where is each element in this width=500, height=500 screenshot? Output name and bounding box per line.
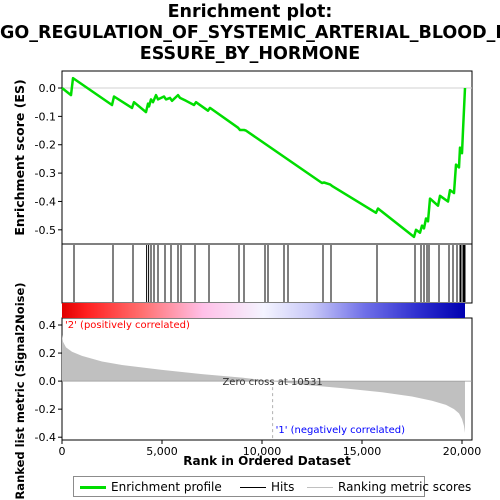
legend-es-swatch (80, 486, 106, 489)
es-axis-label: Enrichment score (ES) (12, 79, 27, 235)
metric-y-tick-label: 0.2 (39, 347, 57, 360)
title-line-1: Enrichment plot: (167, 2, 333, 22)
es-panel (61, 70, 473, 245)
ranking-metric-area (62, 334, 465, 433)
legend-hits-label: Hits (271, 480, 295, 494)
positive-correlation-label: '2' (positively correlated) (65, 320, 190, 331)
metric-y-tick-label: -0.2 (35, 403, 56, 416)
legend: Enrichment profile Hits Ranking metric s… (73, 476, 471, 497)
es-y-tick-label: -0.2 (35, 139, 56, 152)
hits-panel (61, 243, 473, 304)
legend-metric-swatch (307, 487, 333, 488)
es-y-tick-label: -0.1 (35, 110, 56, 123)
chart-title: Enrichment plot: GO_REGULATION_OF_SYSTEM… (0, 2, 500, 65)
x-tick-label: 10,000 (243, 445, 282, 458)
legend-metric-label: Ranking metric scores (338, 480, 472, 494)
x-tick-label: 15,000 (343, 445, 382, 458)
es-y-tick-label: -0.3 (35, 167, 56, 180)
es-y-tick-label: 0.0 (39, 82, 57, 95)
rank-color-bar (62, 303, 465, 318)
metric-y-tick-label: 0.0 (39, 375, 57, 388)
legend-es-label: Enrichment profile (111, 480, 222, 494)
enrichment-profile-line (61, 76, 467, 239)
negative-correlation-label: '1' (negatively correlated) (276, 425, 405, 436)
x-tick-label: 20,000 (443, 445, 482, 458)
title-line-2: GO_REGULATION_OF_SYSTEMIC_ARTERIAL_BLOOD… (0, 23, 500, 43)
es-y-tick-label: -0.4 (35, 195, 56, 208)
metric-y-tick-label: -0.4 (35, 431, 56, 444)
x-tick-label: 5,000 (146, 445, 178, 458)
es-y-tick-label: -0.5 (35, 224, 56, 237)
metric-axis-label: Ranked list metric (Signal2Noise) (13, 282, 27, 499)
metric-y-tick-label: 0.4 (39, 319, 57, 332)
x-axis-label: Rank in Ordered Dataset (183, 454, 351, 468)
legend-hits-swatch (240, 487, 266, 488)
x-tick-label: 0 (59, 445, 66, 458)
zero-cross-label: Zero cross at 10531 (222, 377, 322, 388)
title-line-3: ESSURE_BY_HORMONE (139, 44, 361, 64)
